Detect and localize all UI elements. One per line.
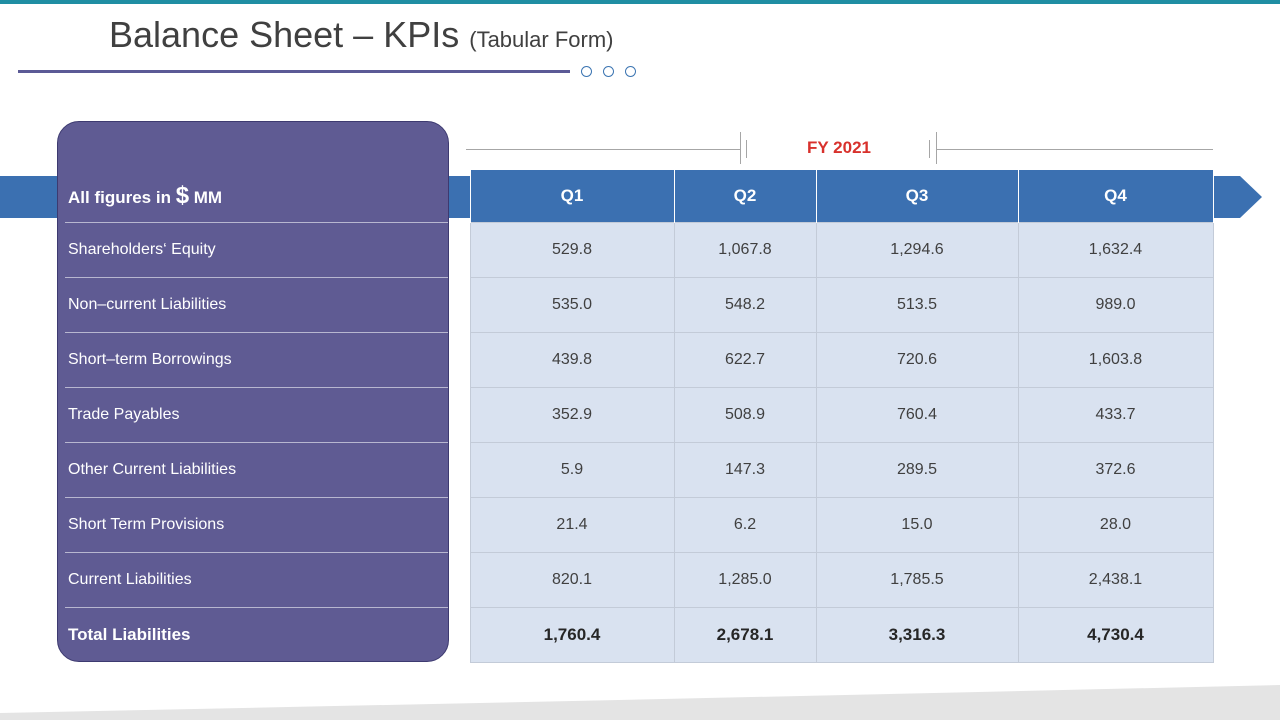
table-row: Non–current Liabilities 535.0 548.2 513.… xyxy=(65,276,1214,333)
value-cell: 508.9 xyxy=(673,386,817,443)
total-row: Total Liabilities 1,760.4 2,678.1 3,316.… xyxy=(65,606,1214,663)
table-row: Other Current Liabilities 5.9 147.3 289.… xyxy=(65,441,1214,498)
table-header-row: All figures in $ MM Q1 Q2 Q3 Q4 xyxy=(65,170,1214,222)
row-label: Non–current Liabilities xyxy=(65,276,448,332)
value-cell: 289.5 xyxy=(815,441,1019,498)
value-cell: 28.0 xyxy=(1017,496,1214,553)
value-cell: 820.1 xyxy=(469,551,675,608)
value-cell: 760.4 xyxy=(815,386,1019,443)
value-cell: 2,438.1 xyxy=(1017,551,1214,608)
top-accent-strip xyxy=(0,0,1280,4)
value-cell: 622.7 xyxy=(673,331,817,388)
slide-title-main: Balance Sheet – KPIs xyxy=(109,14,460,55)
column-header: Q1 xyxy=(469,170,675,222)
row-label: Shareholders‘ Equity xyxy=(65,221,448,277)
value-cell: 147.3 xyxy=(673,441,817,498)
table-row: Short Term Provisions 21.4 6.2 15.0 28.0 xyxy=(65,496,1214,553)
total-value-cell: 2,678.1 xyxy=(673,606,817,663)
value-cell: 5.9 xyxy=(469,441,675,498)
decor-circle-icon xyxy=(581,66,592,77)
value-cell: 1,285.0 xyxy=(673,551,817,608)
slide-title: Balance Sheet – KPIs (Tabular Form) xyxy=(109,14,614,56)
decor-circle-icon xyxy=(603,66,614,77)
row-label: Current Liabilities xyxy=(65,551,448,607)
fiscal-year-label: FY 2021 xyxy=(807,138,871,157)
table-row: Trade Payables 352.9 508.9 760.4 433.7 xyxy=(65,386,1214,443)
slide-title-suffix: (Tabular Form) xyxy=(469,27,614,52)
total-value-cell: 3,316.3 xyxy=(815,606,1019,663)
total-value-cell: 1,760.4 xyxy=(469,606,675,663)
fy-bracket-tick xyxy=(740,132,741,164)
column-header: Q4 xyxy=(1017,170,1214,222)
column-header: Q2 xyxy=(673,170,817,222)
arrow-icon xyxy=(1240,176,1262,218)
value-cell: 1,632.4 xyxy=(1017,221,1214,278)
table-row: Current Liabilities 820.1 1,285.0 1,785.… xyxy=(65,551,1214,608)
currency-symbol: $ xyxy=(175,181,190,209)
units-suffix: MM xyxy=(189,187,223,207)
value-cell: 6.2 xyxy=(673,496,817,553)
fy-bracket-tick xyxy=(746,140,747,158)
units-prefix: All figures in xyxy=(68,187,176,207)
value-cell: 1,785.5 xyxy=(815,551,1019,608)
column-header: Q3 xyxy=(815,170,1019,222)
value-cell: 433.7 xyxy=(1017,386,1214,443)
value-cell: 529.8 xyxy=(469,221,675,278)
fy-bracket-line-right xyxy=(937,149,1213,150)
fy-bracket-line-left xyxy=(466,149,740,150)
value-cell: 548.2 xyxy=(673,276,817,333)
value-cell: 513.5 xyxy=(815,276,1019,333)
decor-circle-icon xyxy=(625,66,636,77)
value-cell: 1,603.8 xyxy=(1017,331,1214,388)
row-label: Trade Payables xyxy=(65,386,448,442)
value-cell: 720.6 xyxy=(815,331,1019,388)
row-label: Other Current Liabilities xyxy=(65,441,448,497)
kpi-table: All figures in $ MM Q1 Q2 Q3 Q4 Sharehol… xyxy=(65,170,1214,663)
value-cell: 1,294.6 xyxy=(815,221,1019,278)
total-label: Total Liabilities xyxy=(65,606,448,662)
value-cell: 372.6 xyxy=(1017,441,1214,498)
title-underline xyxy=(18,70,570,73)
value-cell: 989.0 xyxy=(1017,276,1214,333)
units-header: All figures in $ MM xyxy=(65,170,448,222)
value-cell: 15.0 xyxy=(815,496,1019,553)
fy-bracket-tick xyxy=(929,140,930,158)
value-cell: 439.8 xyxy=(469,331,675,388)
value-cell: 352.9 xyxy=(469,386,675,443)
fy-bracket-tick xyxy=(936,132,937,164)
value-cell: 21.4 xyxy=(469,496,675,553)
value-cell: 535.0 xyxy=(469,276,675,333)
table-row: Shareholders‘ Equity 529.8 1,067.8 1,294… xyxy=(65,221,1214,278)
table-row: Short–term Borrowings 439.8 622.7 720.6 … xyxy=(65,331,1214,388)
total-value-cell: 4,730.4 xyxy=(1017,606,1214,663)
value-cell: 1,067.8 xyxy=(673,221,817,278)
row-label: Short Term Provisions xyxy=(65,496,448,552)
row-label: Short–term Borrowings xyxy=(65,331,448,387)
